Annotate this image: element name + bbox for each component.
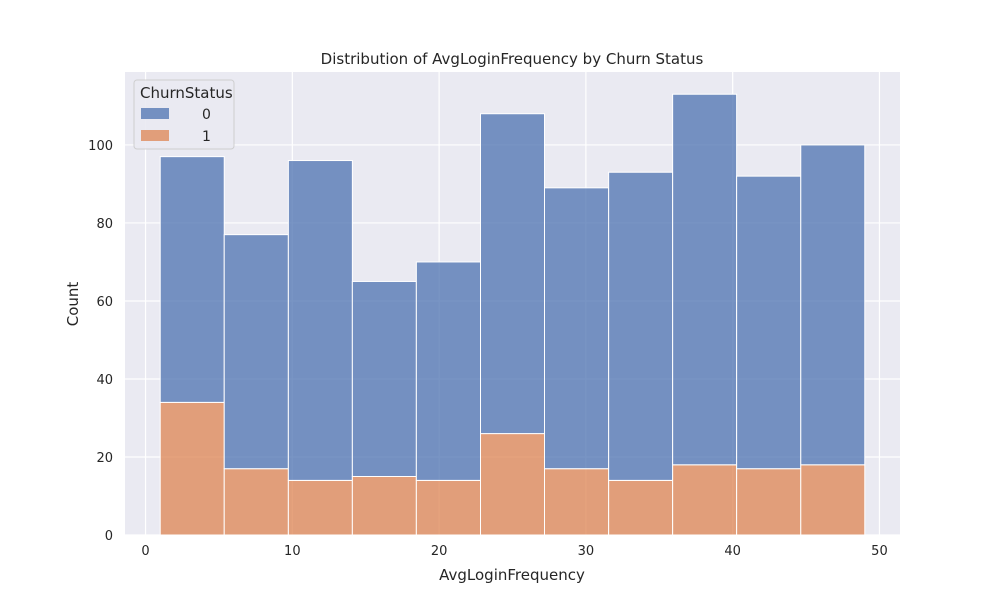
bar-churn-1 (415, 479, 482, 536)
y-tick-label: 40 (96, 373, 113, 388)
bar-churn-1 (672, 464, 738, 536)
bar-churn-1 (223, 468, 289, 536)
bar-churn-1 (351, 475, 417, 536)
bar-churn-1 (287, 479, 353, 536)
y-tick-label: 100 (88, 139, 113, 154)
bar-churn-1 (800, 464, 866, 536)
x-tick-label: 50 (871, 544, 888, 559)
bar-churn-0 (351, 280, 417, 477)
legend: ChurnStatus 0 1 (133, 79, 235, 150)
x-axis-label: AvgLoginFrequency (439, 566, 585, 584)
bar-churn-0 (159, 156, 225, 403)
legend-label-0: 0 (202, 107, 211, 123)
bar-churn-0 (608, 171, 674, 481)
bar-churn-1 (608, 479, 674, 536)
legend-swatch-1 (141, 130, 169, 141)
bar-churn-1 (543, 468, 610, 536)
bar-churn-1 (736, 468, 802, 536)
y-axis-label: Count (64, 282, 82, 327)
x-tick-label: 30 (578, 544, 595, 559)
x-tick-label: 40 (724, 544, 741, 559)
bar-churn-0 (736, 175, 802, 470)
y-tick-label: 20 (96, 451, 113, 466)
y-tick-label: 60 (96, 295, 113, 310)
bar-churn-0 (672, 93, 738, 466)
bar-churn-0 (287, 160, 353, 481)
legend-label-1: 1 (202, 129, 211, 145)
y-tick-label: 80 (96, 217, 113, 232)
y-tick-label: 0 (105, 529, 113, 544)
bar-churn-0 (223, 234, 289, 470)
legend-title: ChurnStatus (140, 84, 233, 102)
legend-swatch-0 (141, 108, 169, 119)
bars (159, 93, 866, 536)
chart-title: Distribution of AvgLoginFrequency by Chu… (321, 50, 704, 68)
bar-churn-1 (159, 401, 225, 536)
bar-churn-1 (480, 433, 545, 536)
tick-labels: 0 10 20 30 40 50 0 20 40 60 80 100 (88, 139, 888, 559)
x-tick-label: 0 (141, 544, 149, 559)
x-tick-label: 10 (284, 544, 301, 559)
bar-churn-0 (480, 113, 545, 435)
bar-churn-0 (415, 261, 482, 481)
bar-churn-0 (543, 187, 610, 470)
x-tick-label: 20 (431, 544, 448, 559)
bar-churn-0 (800, 144, 866, 466)
